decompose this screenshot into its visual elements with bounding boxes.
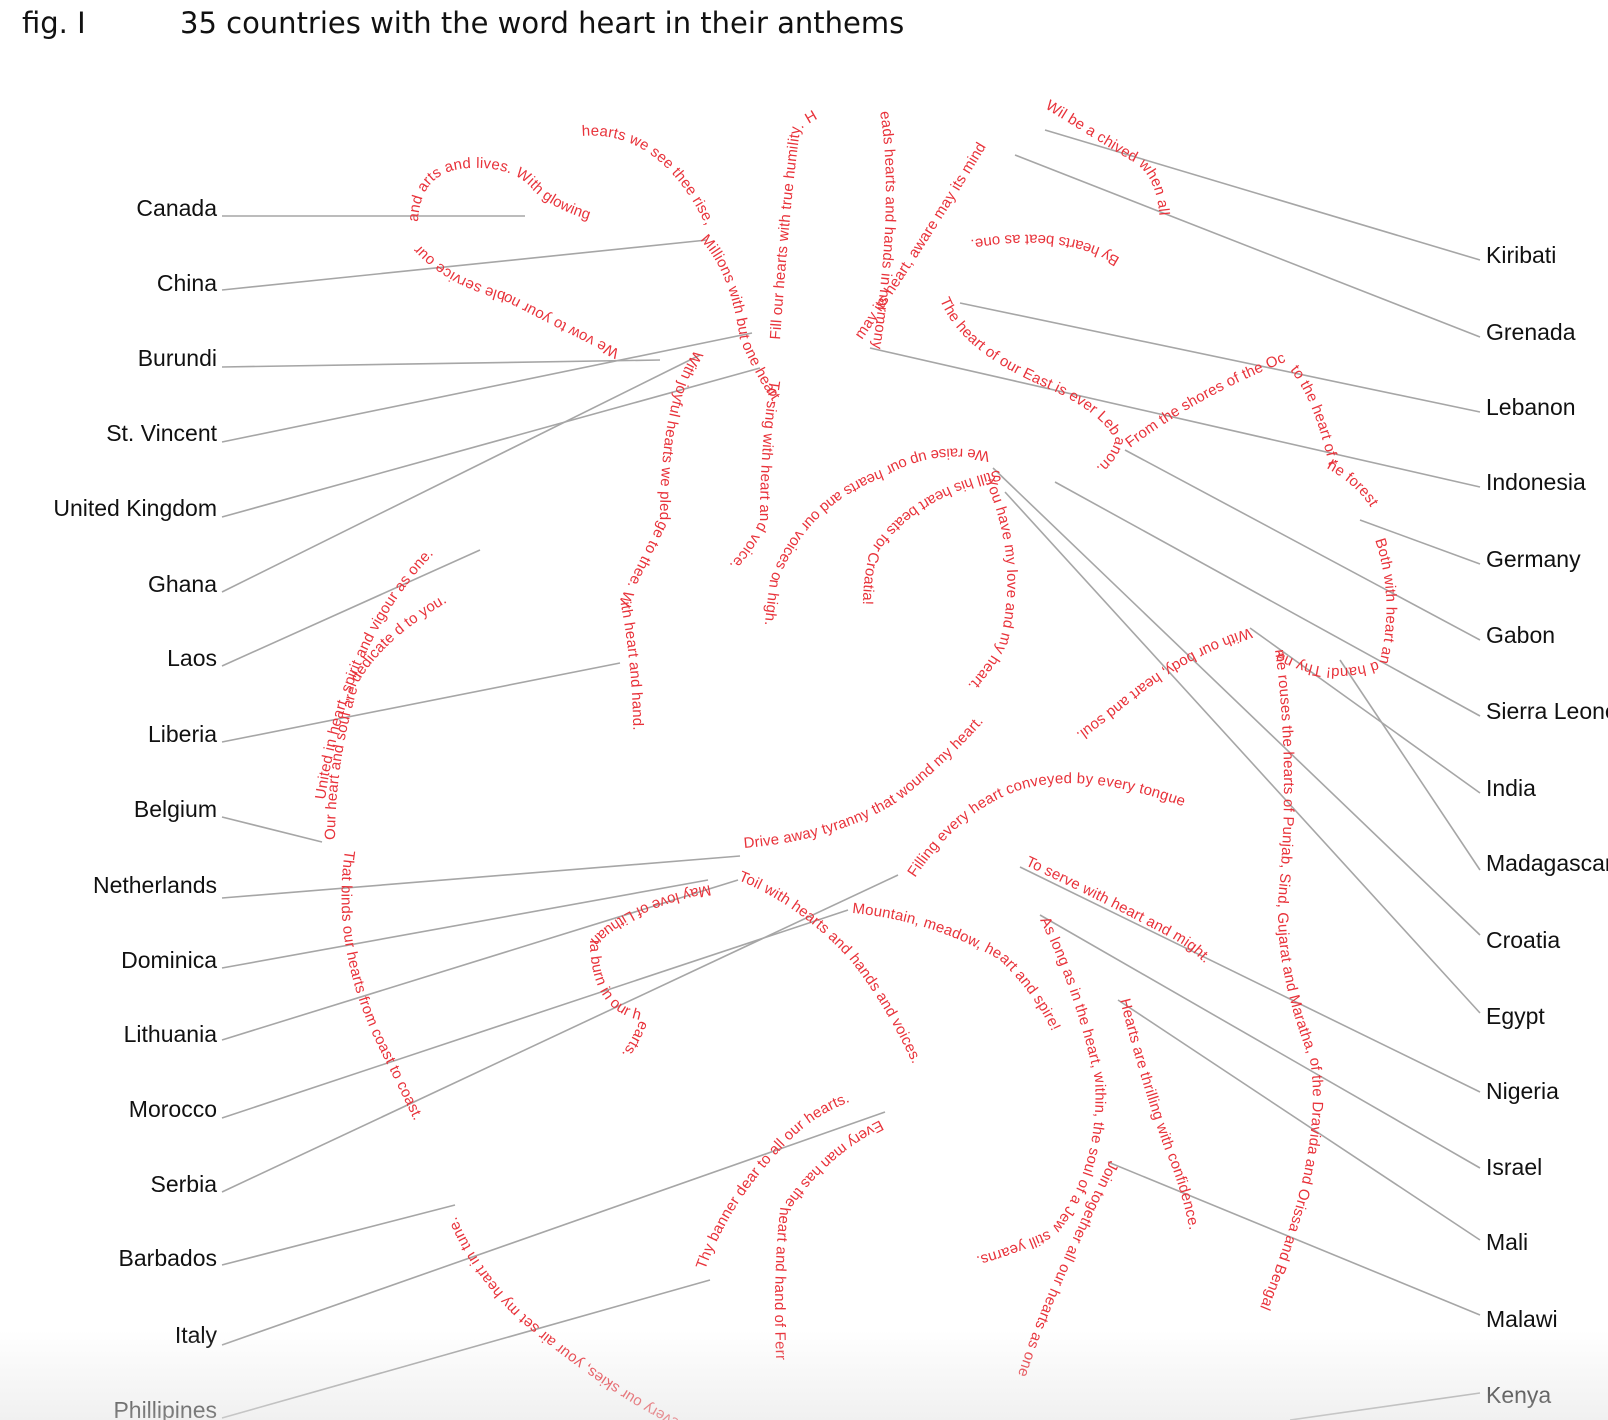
- leader-line: [221, 1204, 456, 1266]
- lyric-line: Wil be a chived when all: [1043, 97, 1173, 216]
- leader-line: [221, 874, 899, 1193]
- country-labels-right: Kiribati Grenada Lebanon Indonesia Germa…: [1486, 242, 1608, 1408]
- country-label: Germany: [1486, 546, 1581, 572]
- leader-line: [1054, 481, 1481, 717]
- leader-line: [869, 347, 1481, 488]
- country-label: Morocco: [129, 1096, 217, 1122]
- leader-line: [221, 367, 761, 518]
- country-label: Burundi: [138, 345, 217, 371]
- lyric-line: That binds our hearts from coast to coas…: [338, 849, 427, 1123]
- leader-line: [221, 662, 621, 743]
- country-label: Italy: [175, 1322, 218, 1348]
- country-label: Mali: [1486, 1229, 1528, 1255]
- lyric-line: Our heart and soul are dedicate d to you…: [322, 591, 450, 840]
- leader-line: [221, 879, 709, 969]
- leader-line: [221, 909, 849, 1119]
- lyric-line: You have my love and my heart.: [965, 475, 1021, 695]
- lyric-line: Both with heart and hand! Thy na: [1272, 536, 1399, 681]
- leader-line: [221, 332, 753, 443]
- leader-line: [221, 879, 739, 1041]
- country-label: United Kingdom: [53, 495, 217, 521]
- lyric-line: To sing with heart and voice.: [726, 379, 783, 574]
- leader-line: [1044, 129, 1481, 261]
- leader-line: [959, 302, 1481, 413]
- leader-line: [1249, 627, 1481, 794]
- country-label: Croatia: [1486, 927, 1560, 953]
- lyric-line: Join together all our hearts as one: [1014, 1158, 1122, 1379]
- country-labels-left: Canada China Burundi St. Vincent United …: [53, 195, 217, 1420]
- leader-line: [1107, 1161, 1481, 1316]
- leader-line: [1117, 999, 1481, 1241]
- lyric-line: Toil with hearts and hands and voices.: [736, 868, 924, 1066]
- leader-line: [992, 467, 1481, 936]
- leader-line: [1039, 914, 1481, 1169]
- country-label: Malawi: [1486, 1306, 1558, 1332]
- lyric-line: With our body, heart and soul.: [1073, 624, 1254, 744]
- country-label: Ghana: [148, 571, 217, 597]
- lyric-line: hearts we see thee rise,: [581, 122, 717, 227]
- leader-line: [221, 816, 323, 843]
- country-label: Nigeria: [1486, 1078, 1559, 1104]
- leader-line: [221, 1111, 886, 1346]
- country-label: Indonesia: [1486, 469, 1586, 495]
- country-label: Netherlands: [93, 872, 217, 898]
- leader-line: [1289, 1392, 1481, 1420]
- leader-line: [221, 354, 701, 593]
- country-label: Kenya: [1486, 1382, 1551, 1408]
- leader-line: [1014, 154, 1481, 338]
- country-label: Belgium: [134, 796, 217, 822]
- country-label: Madagascar: [1486, 850, 1608, 876]
- leader-line: [1124, 449, 1481, 641]
- leader-line: [1004, 491, 1481, 1014]
- lyric-line: me rouses the hearts of Punjab, Sind, Gu…: [1256, 648, 1326, 1313]
- country-label: Lithuania: [124, 1021, 218, 1047]
- lyric-line: Hearts are thrilling with confidence.: [1116, 997, 1202, 1232]
- country-label: St. Vincent: [106, 420, 217, 446]
- country-label: Gabon: [1486, 622, 1555, 648]
- figure-label: fig. I: [22, 6, 86, 40]
- lyric-line: every our skies, your air set my heart i…: [444, 1215, 682, 1420]
- lyric-line: By hearts beat as one.: [969, 231, 1122, 270]
- leader-line: [1359, 519, 1481, 565]
- country-label: Sierra Leone: [1486, 698, 1608, 724]
- leader-line: [221, 549, 481, 667]
- country-label: Lebanon: [1486, 394, 1576, 420]
- leader-line: [1019, 866, 1481, 1093]
- lyric-line: and arts and lives. With glowing: [405, 155, 593, 224]
- country-label: Serbia: [151, 1171, 218, 1197]
- country-label: Phillipines: [113, 1397, 217, 1420]
- country-label: Kiribati: [1486, 242, 1556, 268]
- leader-line: [221, 239, 708, 291]
- leader-line: [1339, 659, 1481, 871]
- lyric-line: We vow to your noble service our hands: [0, 0, 622, 362]
- country-label: China: [157, 270, 217, 296]
- leader-line: [221, 855, 741, 899]
- lyric-line: may its heart, aware may its mind: [851, 139, 989, 342]
- leader-line: [221, 359, 661, 368]
- lyric-line: Still his heart beats for Croatia!: [859, 466, 1003, 605]
- country-label: Egypt: [1486, 1003, 1545, 1029]
- lyric-line: Thy banner dear to all our hearts.: [693, 1089, 852, 1271]
- lyric-line: Every man has the heart and hand of Ferr: [771, 1116, 886, 1360]
- country-label: Grenada: [1486, 319, 1576, 345]
- figure-title: 35 countries with the word heart in thei…: [180, 6, 905, 40]
- lyric-line: Fill our hearts with true humility. H: [767, 107, 820, 340]
- country-label: Barbados: [119, 1245, 217, 1271]
- country-label: Laos: [167, 645, 217, 671]
- country-label: Dominica: [121, 947, 217, 973]
- lyric-line: to the heart of the forest: [1287, 362, 1382, 510]
- country-label: India: [1486, 775, 1536, 801]
- country-label: Liberia: [148, 721, 217, 747]
- country-label: Israel: [1486, 1154, 1542, 1180]
- country-label: Canada: [136, 195, 217, 221]
